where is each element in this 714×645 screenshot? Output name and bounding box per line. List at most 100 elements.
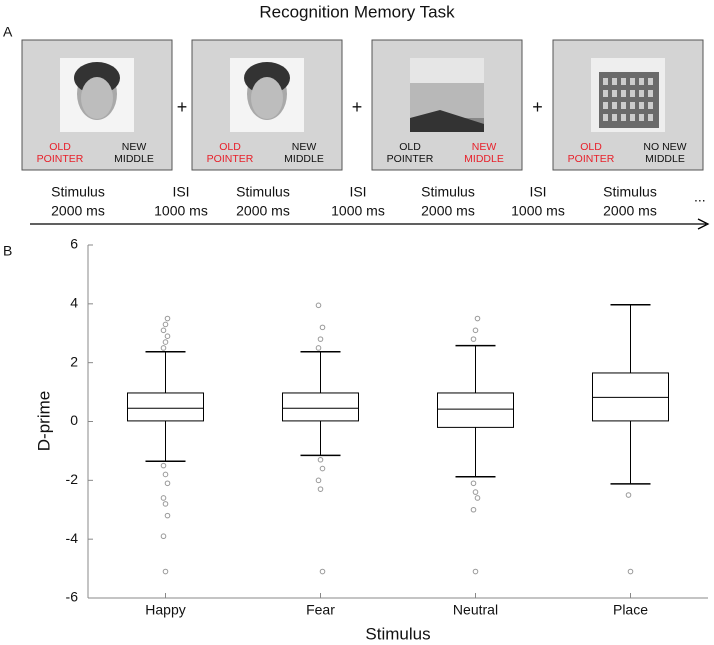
- face-skin: [81, 77, 113, 119]
- outlier: [472, 489, 479, 495]
- window: [639, 90, 644, 97]
- window: [621, 90, 626, 97]
- x-tick-label: Happy: [145, 602, 185, 618]
- timeline-label: Stimulus: [51, 184, 105, 200]
- response-label: MIDDLE: [645, 153, 685, 165]
- outlier: [160, 495, 167, 501]
- outlier: [160, 533, 167, 540]
- outlier: [162, 501, 169, 507]
- y-tick-label: -4: [66, 530, 79, 546]
- timeline-duration: 1000 ms: [331, 203, 385, 219]
- sky: [410, 58, 484, 83]
- x-tick-label: Neutral: [453, 602, 498, 618]
- timeline-label: ISI: [172, 184, 189, 200]
- timeline-duration: 1000 ms: [511, 203, 565, 219]
- outlier: [470, 506, 477, 513]
- outlier: [319, 465, 326, 472]
- response-label: OLD: [399, 141, 421, 153]
- x-axis-label: Stimulus: [365, 624, 430, 643]
- y-tick-label: 4: [70, 295, 78, 311]
- y-tick-label: -6: [66, 589, 79, 605]
- outlier: [470, 480, 477, 487]
- window: [603, 90, 608, 97]
- outlier: [317, 336, 324, 342]
- outlier: [472, 568, 479, 575]
- window: [612, 90, 617, 97]
- window: [630, 90, 635, 97]
- outlier: [474, 495, 481, 501]
- response-label: NEW: [292, 141, 317, 153]
- response-label: OLD: [49, 141, 71, 153]
- outlier: [319, 568, 326, 575]
- outlier: [317, 486, 324, 492]
- y-tick-label: 6: [70, 236, 78, 252]
- outlier: [164, 315, 171, 322]
- fixation-cross: +: [352, 97, 363, 117]
- outlier: [627, 568, 634, 575]
- response-label: MIDDLE: [464, 153, 504, 165]
- outlier: [625, 492, 632, 498]
- timeline-duration: 2000 ms: [421, 203, 475, 219]
- window: [648, 102, 653, 109]
- box: [437, 392, 514, 428]
- window: [603, 114, 608, 121]
- outlier: [162, 471, 169, 478]
- face-skin: [251, 77, 283, 119]
- outlier: [474, 315, 481, 322]
- timeline-label: Stimulus: [421, 184, 475, 200]
- window: [621, 102, 626, 109]
- window: [612, 102, 617, 109]
- outlier: [164, 480, 171, 487]
- window: [612, 78, 617, 85]
- outlier: [160, 462, 167, 469]
- timeline-label: ISI: [349, 184, 366, 200]
- outlier: [315, 302, 322, 309]
- response-label: POINTER: [207, 153, 254, 165]
- window: [621, 78, 626, 85]
- timeline-duration: 2000 ms: [603, 203, 657, 219]
- outlier: [164, 512, 171, 519]
- response-label: NO NEW: [643, 141, 686, 153]
- response-label: MIDDLE: [114, 153, 154, 165]
- box: [127, 392, 204, 422]
- arrow-head: [697, 218, 710, 230]
- y-tick-label: -2: [66, 471, 79, 487]
- window: [639, 102, 644, 109]
- window: [639, 114, 644, 121]
- window: [630, 114, 635, 121]
- outlier: [162, 339, 169, 345]
- outlier: [470, 336, 477, 342]
- outlier: [319, 324, 326, 331]
- outlier: [317, 456, 324, 463]
- outlier: [162, 321, 169, 328]
- timeline-label: Stimulus: [603, 184, 657, 200]
- y-axis-label: D-prime: [34, 391, 53, 451]
- window: [603, 102, 608, 109]
- fixation-cross: +: [532, 97, 543, 117]
- window: [630, 78, 635, 85]
- x-tick-label: Place: [613, 602, 648, 618]
- window: [630, 102, 635, 109]
- window: [648, 90, 653, 97]
- panel-letter: A: [3, 24, 13, 40]
- response-label: MIDDLE: [284, 153, 324, 165]
- figure-title: Recognition Memory Task: [259, 2, 455, 21]
- outlier: [315, 477, 322, 484]
- timeline-duration: 2000 ms: [236, 203, 290, 219]
- outlier: [315, 345, 322, 351]
- response-label: POINTER: [37, 153, 84, 165]
- outlier: [160, 327, 167, 334]
- response-label: NEW: [122, 141, 147, 153]
- rocks: [410, 110, 484, 132]
- outlier: [164, 333, 171, 339]
- outlier: [160, 345, 167, 351]
- window: [639, 78, 644, 85]
- response-label: POINTER: [568, 153, 615, 165]
- sea: [410, 83, 484, 118]
- box: [282, 392, 359, 422]
- continuation: ...: [694, 189, 706, 205]
- window: [648, 114, 653, 121]
- timeline-label: ISI: [529, 184, 546, 200]
- response-label: NEW: [472, 141, 497, 153]
